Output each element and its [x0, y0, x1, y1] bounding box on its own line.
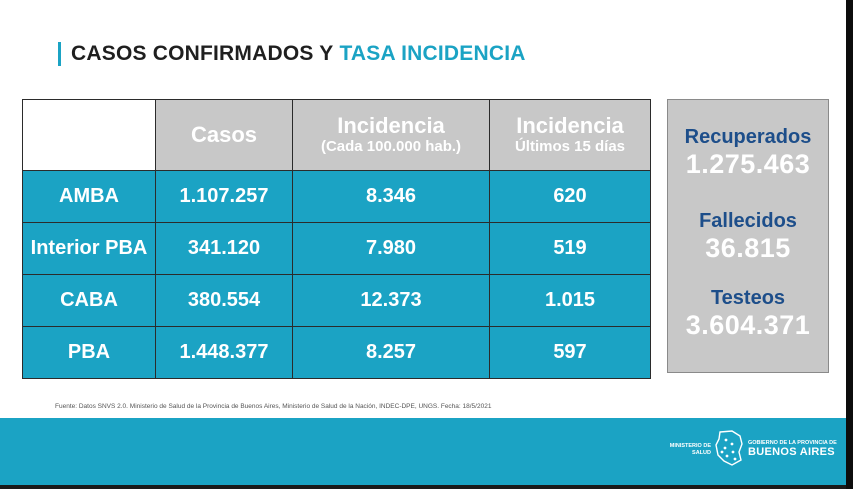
window-edge	[846, 0, 853, 489]
cell-incidencia: 8.257	[292, 326, 490, 379]
stat-label: Fallecidos	[699, 210, 797, 232]
cell-ultimos: 519	[489, 222, 651, 275]
cell-incidencia: 12.373	[292, 274, 490, 327]
header-incidencia-15-sub: Últimos 15 días	[514, 138, 626, 155]
stat-testeos: Testeos 3.604.371	[668, 287, 828, 341]
title-part1: CASOS CONFIRMADOS Y	[71, 42, 334, 65]
table-corner-cell	[22, 99, 156, 171]
title-accent-bar	[58, 42, 61, 66]
page-title: CASOS CONFIRMADOS Y TASA INCIDENCIA	[58, 40, 526, 68]
cell-casos: 1.107.257	[155, 170, 293, 223]
ministry-line2: SALUD	[692, 450, 711, 456]
cell-casos: 380.554	[155, 274, 293, 327]
cell-casos: 1.448.377	[155, 326, 293, 379]
header-incidencia-15: Incidencia Últimos 15 días	[489, 99, 651, 171]
header-incidencia-15-label: Incidencia	[516, 113, 624, 138]
table-row: Interior PBA 341.120 7.980 519	[22, 222, 651, 275]
footer-band	[0, 418, 846, 485]
row-label: PBA	[22, 326, 156, 379]
government-logo-text: GOBIERNO DE LA PROVINCIA DE BUENOS AIRES	[748, 440, 837, 459]
cell-ultimos: 1.015	[489, 274, 651, 327]
table-row: PBA 1.448.377 8.257 597	[22, 326, 651, 379]
row-label: CABA	[22, 274, 156, 327]
header-incidencia: Incidencia (Cada 100.000 hab.)	[292, 99, 490, 171]
stat-label: Recuperados	[684, 126, 812, 148]
row-label: AMBA	[22, 170, 156, 223]
table-header-row: Casos Incidencia (Cada 100.000 hab.) Inc…	[22, 99, 651, 171]
header-casos-label: Casos	[190, 122, 258, 147]
cell-ultimos: 620	[489, 170, 651, 223]
stat-value: 1.275.463	[685, 149, 811, 179]
gov-line1: GOBIERNO DE LA PROVINCIA DE	[748, 440, 837, 446]
cell-ultimos: 597	[489, 326, 651, 379]
source-note: Fuente: Datos SNVS 2.0. Ministerio de Sa…	[55, 403, 492, 410]
table-row: CABA 380.554 12.373 1.015	[22, 274, 651, 327]
stat-label: Testeos	[710, 287, 786, 309]
title-part2: TASA INCIDENCIA	[339, 42, 526, 65]
table-row: AMBA 1.107.257 8.346 620	[22, 170, 651, 223]
province-map-logo-icon	[715, 430, 743, 466]
cell-casos: 341.120	[155, 222, 293, 275]
cases-table: Casos Incidencia (Cada 100.000 hab.) Inc…	[22, 99, 651, 379]
ministry-line1: MINISTERIO DE	[669, 443, 711, 449]
ministry-logo-text: MINISTERIO DE SALUD	[665, 443, 711, 457]
stat-recuperados: Recuperados 1.275.463	[668, 126, 828, 180]
stat-fallecidos: Fallecidos 36.815	[668, 210, 828, 264]
header-casos: Casos	[155, 99, 293, 171]
cell-incidencia: 8.346	[292, 170, 490, 223]
header-incidencia-label: Incidencia	[337, 113, 445, 138]
header-incidencia-sub: (Cada 100.000 hab.)	[320, 138, 462, 155]
row-label: Interior PBA	[22, 222, 156, 275]
stats-panel: Recuperados 1.275.463 Fallecidos 36.815 …	[667, 99, 829, 373]
stat-value: 36.815	[705, 233, 791, 263]
cell-incidencia: 7.980	[292, 222, 490, 275]
stat-value: 3.604.371	[685, 310, 811, 340]
gov-line2: BUENOS AIRES	[748, 446, 835, 458]
